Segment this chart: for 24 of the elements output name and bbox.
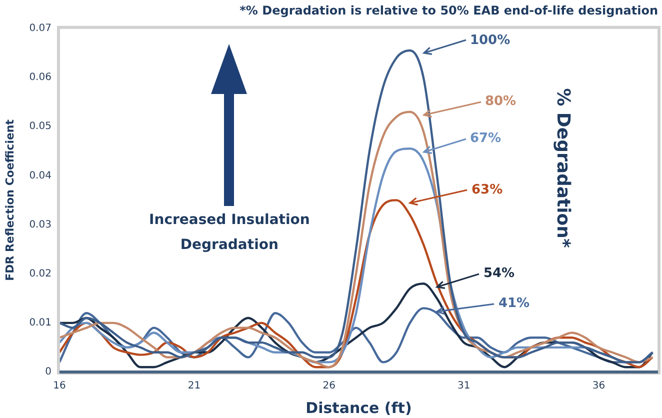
legend-title: % Degradation*: [552, 88, 574, 248]
legend-label: 63%: [471, 182, 503, 198]
legend-label: 80%: [484, 94, 516, 110]
y-tick-label: 0.05: [29, 121, 52, 132]
y-tick-label: 0.01: [29, 318, 52, 329]
y-tick-label: 0.04: [29, 170, 52, 182]
y-axis-title: FDR Reflection Coefficient: [3, 119, 16, 281]
x-tick-label: 26: [322, 380, 336, 392]
y-tick-label: 0.06: [29, 72, 52, 84]
x-tick-label: 31: [458, 380, 470, 392]
y-tick-label: 0.02: [29, 268, 52, 280]
x-tick-label: 21: [188, 380, 201, 392]
x-axis-title: Distance (ft): [306, 398, 412, 417]
y-tick-label: 0: [45, 366, 52, 378]
annotation: Increased Insulation Degradation: [148, 211, 311, 256]
legend-label: 54%: [483, 266, 515, 282]
chart-title: *% Degradation is relative to 50% EAB end-of-life designation: [240, 3, 658, 18]
x-tick-label: 36: [592, 380, 606, 392]
y-tick-label: 0.07: [29, 22, 52, 34]
x-tick-label: 16: [53, 380, 66, 392]
legend-label: 67%: [470, 131, 502, 146]
y-tick-label: 0.03: [29, 219, 52, 230]
legend-label: 100%: [470, 32, 510, 48]
legend-label: 41%: [498, 296, 530, 312]
